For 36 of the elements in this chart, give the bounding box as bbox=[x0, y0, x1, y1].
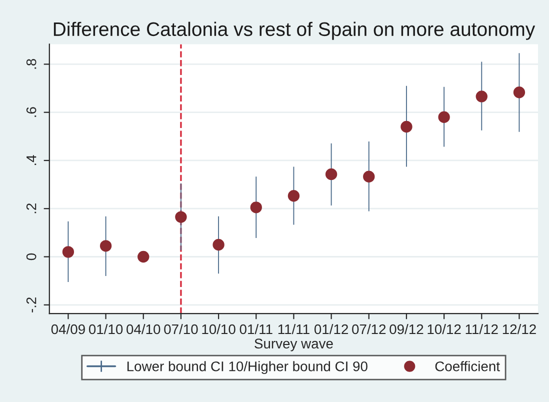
x-tick-label: 10/10 bbox=[202, 324, 236, 334]
x-tick-label: 11/12 bbox=[466, 324, 498, 334]
point bbox=[325, 168, 338, 180]
x-tick-label: 07/12 bbox=[352, 324, 386, 334]
point bbox=[175, 211, 187, 223]
chart-title: Difference Catalonia vs rest of Spain on more autonomy bbox=[54, 22, 536, 40]
point bbox=[400, 120, 412, 133]
x-tick-label: 04/10 bbox=[126, 324, 160, 334]
point bbox=[138, 250, 150, 263]
point bbox=[476, 90, 488, 102]
point bbox=[288, 190, 300, 202]
legend-label: Coefficient bbox=[435, 361, 500, 372]
x-tick-label: 07/10 bbox=[164, 324, 198, 334]
x-tick-label: 09/12 bbox=[390, 324, 424, 334]
point bbox=[513, 86, 526, 98]
point bbox=[363, 170, 375, 182]
x-tick-label: 12/12 bbox=[502, 324, 536, 334]
x-tick-label: 11/11 bbox=[278, 324, 310, 334]
legend-label: Lower bound CI 10/Higher bound CI 90 bbox=[127, 361, 368, 374]
point bbox=[438, 111, 450, 123]
x-tick-label: 04/09 bbox=[51, 324, 85, 334]
x-axis-title: Survey wave bbox=[254, 338, 333, 352]
point bbox=[212, 238, 224, 251]
y-tick-label: -.2 bbox=[26, 297, 36, 312]
x-tick-label: 10/12 bbox=[428, 324, 461, 334]
x-tick-label: 01/12 bbox=[314, 324, 348, 334]
y-tick-label: .2 bbox=[26, 204, 36, 214]
point bbox=[100, 240, 112, 252]
y-tick-label: .6 bbox=[26, 107, 36, 117]
point bbox=[250, 202, 262, 214]
point bbox=[62, 246, 74, 258]
y-tick-label: .4 bbox=[26, 155, 36, 165]
x-tick-label: 01/10 bbox=[88, 324, 123, 334]
y-tick-label: .8 bbox=[26, 59, 36, 69]
y-tick-label: 0 bbox=[26, 253, 36, 260]
x-tick-label: 01/11 bbox=[240, 324, 272, 334]
